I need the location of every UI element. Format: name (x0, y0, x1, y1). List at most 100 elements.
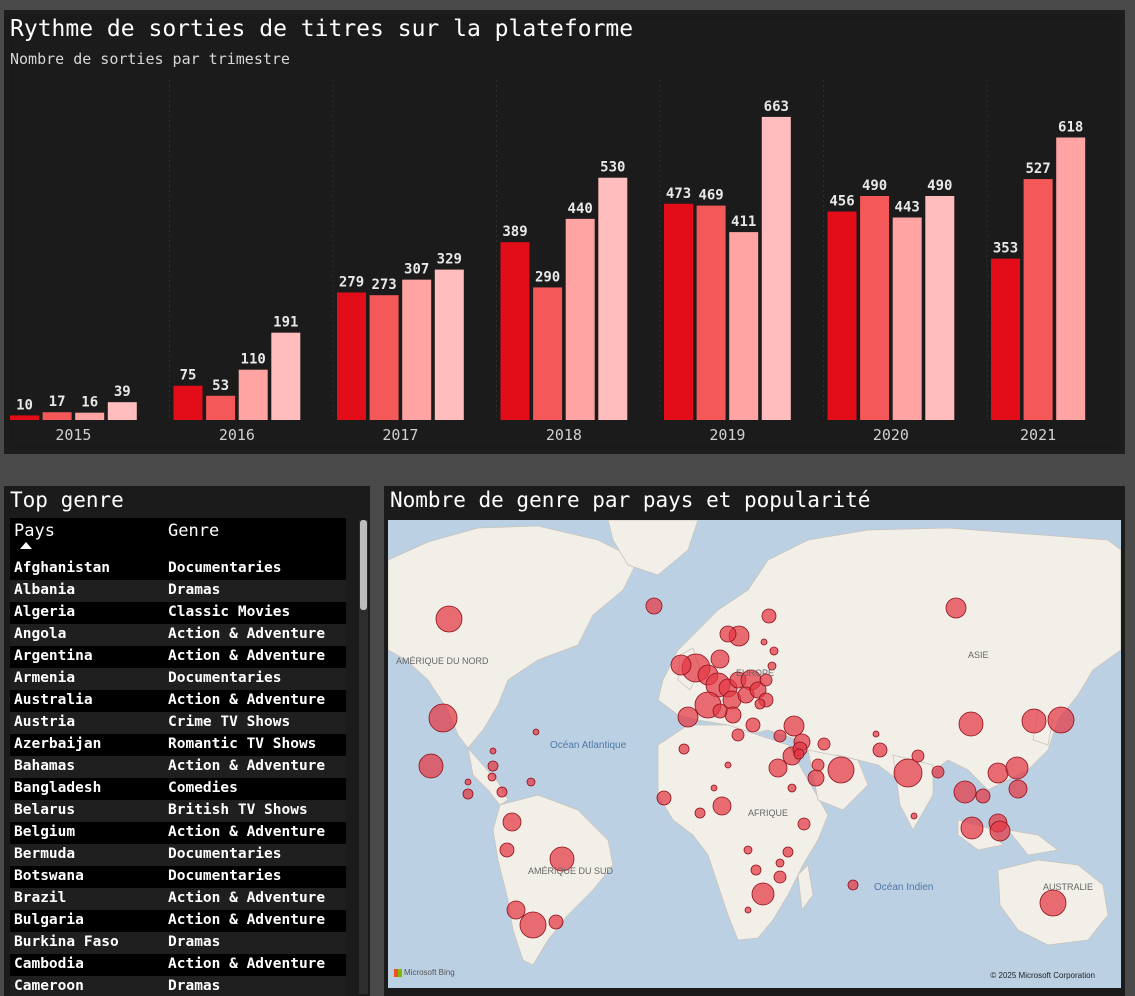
country-bubble[interactable] (724, 761, 732, 769)
sort-ascending-icon[interactable] (20, 542, 32, 549)
bar-2018-q3[interactable] (565, 218, 595, 420)
table-row[interactable]: Albania Dramas (10, 580, 346, 602)
table-row[interactable]: Botswana Documentaries (10, 866, 346, 888)
world-map-canvas[interactable] (388, 520, 1121, 988)
country-bubble[interactable] (754, 698, 766, 710)
country-bubble[interactable] (751, 882, 775, 906)
country-bubble[interactable] (817, 737, 831, 751)
country-bubble[interactable] (506, 900, 526, 920)
country-bubble[interactable] (526, 777, 536, 787)
country-bubble[interactable] (760, 638, 768, 646)
country-bubble[interactable] (893, 758, 923, 788)
bar-2020-q2[interactable] (860, 196, 890, 420)
country-bubble[interactable] (719, 625, 737, 643)
column-header-genre[interactable]: Genre (168, 521, 220, 541)
table-row[interactable]: Belgium Action & Adventure (10, 822, 346, 844)
country-bubble[interactable] (645, 597, 663, 615)
table-row[interactable]: Bermuda Documentaries (10, 844, 346, 866)
bar-2020-q3[interactable] (892, 217, 922, 420)
country-bubble[interactable] (759, 673, 773, 687)
bar-2017-q2[interactable] (369, 295, 399, 420)
country-bubble[interactable] (960, 816, 984, 840)
bar-2016-q3[interactable] (238, 369, 268, 420)
country-bubble[interactable] (744, 906, 752, 914)
country-bubble[interactable] (797, 817, 811, 831)
bar-2015-q3[interactable] (75, 412, 105, 420)
country-bubble[interactable] (945, 597, 967, 619)
country-bubble[interactable] (694, 807, 706, 819)
country-bubble[interactable] (435, 605, 463, 633)
country-bubble[interactable] (724, 706, 742, 724)
country-bubble[interactable] (783, 715, 805, 737)
country-bubble[interactable] (418, 753, 444, 779)
bar-2019-q1[interactable] (664, 203, 693, 420)
country-bubble[interactable] (1039, 889, 1067, 917)
country-bubble[interactable] (872, 730, 880, 738)
bar-2020-q4[interactable] (925, 196, 955, 420)
bing-logo[interactable]: Microsoft Bing (394, 968, 455, 977)
country-bubble[interactable] (1047, 706, 1075, 734)
country-bubble[interactable] (502, 812, 522, 832)
bar-2016-q1[interactable] (173, 385, 203, 420)
country-bubble[interactable] (710, 784, 718, 792)
table-row[interactable]: Cambodia Action & Adventure (10, 954, 346, 976)
world-map[interactable]: AMÉRIQUE DU NORD AMÉRIQUE DU SUD EUROPE … (388, 520, 1121, 988)
scrollbar-thumb[interactable] (360, 520, 367, 610)
country-bubble[interactable] (775, 858, 785, 868)
country-bubble[interactable] (769, 646, 779, 656)
country-bubble[interactable] (872, 742, 888, 758)
country-bubble[interactable] (656, 790, 672, 806)
bar-2015-q4[interactable] (107, 402, 137, 420)
bar-2019-q3[interactable] (729, 232, 759, 420)
table-row[interactable]: Algeria Classic Movies (10, 602, 346, 624)
table-row[interactable]: Afghanistan Documentaries (10, 558, 346, 580)
bar-2019-q2[interactable] (696, 205, 726, 420)
country-bubble[interactable] (532, 728, 540, 736)
country-bubble[interactable] (1005, 756, 1029, 780)
column-header-pays[interactable]: Pays (14, 521, 55, 541)
country-bubble[interactable] (987, 762, 1009, 784)
country-bubble[interactable] (670, 654, 692, 676)
bar-2017-q3[interactable] (402, 279, 432, 420)
bar-2021-q3[interactable] (1056, 137, 1086, 420)
country-bubble[interactable] (811, 758, 825, 772)
country-bubble[interactable] (499, 842, 515, 858)
country-bubble[interactable] (910, 812, 918, 820)
country-bubble[interactable] (731, 728, 745, 742)
table-scrollbar[interactable] (359, 520, 368, 994)
country-bubble[interactable] (678, 743, 690, 755)
country-bubble[interactable] (953, 780, 977, 804)
table-row[interactable]: Cameroon Dramas (10, 976, 346, 996)
country-bubble[interactable] (462, 788, 474, 800)
table-row[interactable]: Bulgaria Action & Adventure (10, 910, 346, 932)
country-bubble[interactable] (1008, 779, 1028, 799)
country-bubble[interactable] (827, 756, 855, 784)
country-bubble[interactable] (750, 864, 762, 876)
table-row[interactable]: Belarus British TV Shows (10, 800, 346, 822)
country-bubble[interactable] (548, 914, 564, 930)
country-bubble[interactable] (931, 765, 945, 779)
bar-2019-q4[interactable] (761, 116, 791, 421)
country-bubble[interactable] (767, 661, 777, 671)
table-row[interactable]: Burkina Faso Dramas (10, 932, 346, 954)
country-bubble[interactable] (793, 748, 805, 760)
country-bubble[interactable] (489, 747, 497, 755)
country-bubble[interactable] (958, 711, 984, 737)
table-row[interactable]: Brazil Action & Adventure (10, 888, 346, 910)
table-row[interactable]: Angola Action & Adventure (10, 624, 346, 646)
table-row[interactable]: Argentina Action & Adventure (10, 646, 346, 668)
bar-2015-q1[interactable] (10, 415, 39, 420)
country-bubble[interactable] (710, 649, 730, 669)
country-bubble[interactable] (487, 760, 499, 772)
bar-2017-q1[interactable] (337, 292, 366, 420)
bar-2016-q4[interactable] (271, 332, 301, 420)
country-bubble[interactable] (807, 769, 825, 787)
country-bubble[interactable] (712, 796, 732, 816)
country-bubble[interactable] (773, 870, 787, 884)
bar-2015-q2[interactable] (42, 412, 72, 420)
table-row[interactable]: Australia Action & Adventure (10, 690, 346, 712)
country-bubble[interactable] (1021, 708, 1047, 734)
country-bubble[interactable] (428, 703, 458, 733)
country-bubble[interactable] (487, 772, 497, 782)
country-bubble[interactable] (847, 879, 859, 891)
